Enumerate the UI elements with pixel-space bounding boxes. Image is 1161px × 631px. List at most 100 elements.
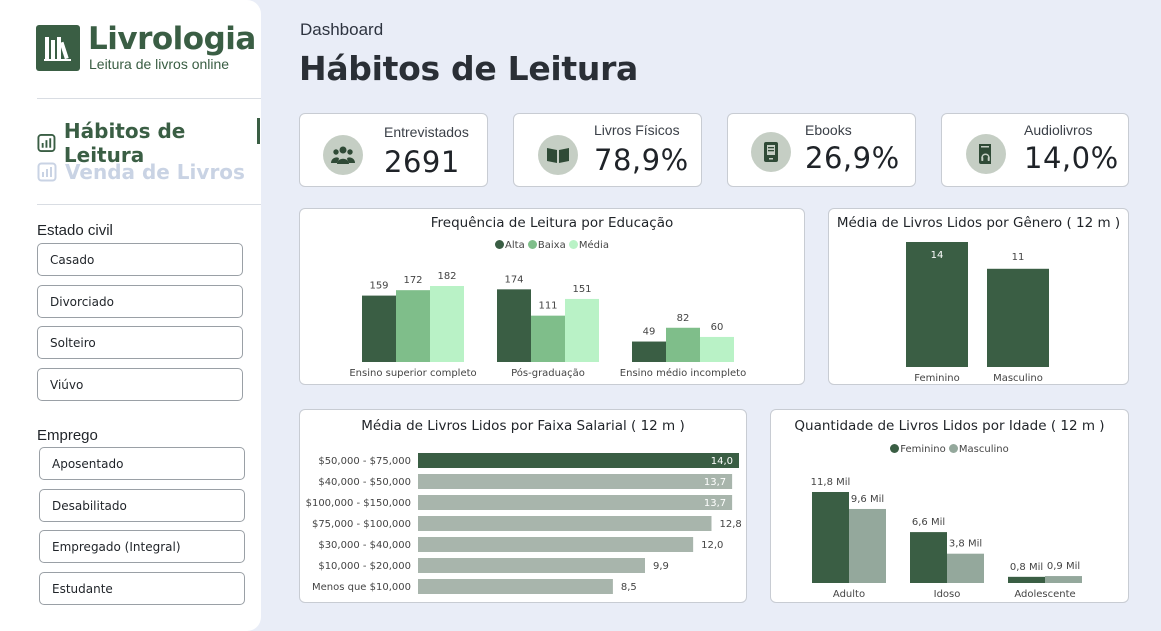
data-label: 14,0	[711, 456, 733, 467]
x-tick-label: Ensino superior completo	[349, 368, 476, 379]
bar	[418, 453, 739, 468]
slicer-option-empregado-integral[interactable]: Empregado (Integral)	[39, 530, 245, 563]
nav-label: Venda de Livros	[65, 160, 245, 184]
brand-name: Livrologia	[88, 21, 256, 57]
kpi-card-audiolivros: Audiolivros 14,0%	[941, 113, 1129, 187]
kpi-value: 2691	[384, 145, 460, 179]
kpi-card-livros-fisicos: Livros Físicos 78,9%	[513, 113, 702, 187]
x-tick-label: Adolescente	[1014, 589, 1075, 600]
x-tick-label: Idoso	[934, 589, 961, 600]
slicer-option-desabilitado[interactable]: Desabilitado	[39, 489, 245, 522]
legend-label: Alta	[505, 240, 525, 251]
chart-card-frequencia-educacao: Frequência de Leitura por Educação Alta …	[299, 208, 805, 385]
legend-marker	[948, 444, 958, 453]
slicer-option-casado[interactable]: Casado	[37, 243, 243, 276]
y-tick-label: $50,000 - $75,000	[318, 456, 411, 467]
nav-habitos-de-leitura[interactable]: Hábitos de Leitura	[37, 119, 261, 167]
data-label: 49	[643, 327, 656, 338]
kpi-label: Audiolivros	[1024, 122, 1093, 138]
data-label: 182	[437, 271, 456, 282]
open-book-icon	[538, 135, 578, 175]
data-label: 0,9 Mil	[1047, 561, 1080, 572]
x-tick-label: Masculino	[993, 373, 1043, 384]
chart-card-genero: Média de Livros Lidos por Gênero ( 12 m …	[828, 208, 1129, 385]
kpi-value: 14,0%	[1024, 141, 1119, 175]
bar	[418, 579, 613, 594]
kpi-value: 78,9%	[594, 143, 689, 177]
data-label: 13,7	[704, 477, 726, 488]
slicer-option-solteiro[interactable]: Solteiro	[37, 326, 243, 359]
books-logo-icon	[36, 25, 80, 71]
bar	[910, 532, 947, 583]
bar	[700, 336, 734, 362]
kpi-card-ebooks: Ebooks 26,9%	[727, 113, 916, 187]
x-tick-label: Pós-graduação	[511, 367, 585, 379]
x-tick-label: Feminino	[914, 373, 959, 384]
bar	[396, 290, 430, 362]
x-tick-label: Ensino médio incompleto	[620, 367, 746, 379]
bar	[987, 268, 1049, 367]
active-nav-indicator	[257, 118, 260, 144]
slicer-option-divorciado[interactable]: Divorciado	[37, 285, 243, 318]
bar	[418, 516, 712, 531]
data-label: 8,5	[621, 582, 637, 593]
brand-logo: Livrologia Leitura de livros online	[36, 24, 256, 72]
data-label: 159	[369, 281, 388, 292]
bar-chart-icon	[37, 134, 56, 152]
legend-label: Masculino	[958, 444, 1009, 455]
chart-genero: 14 Feminino 11 Masculino	[906, 242, 1049, 384]
bar	[418, 474, 733, 489]
y-tick-label: $30,000 - $40,000	[318, 540, 411, 551]
legend-label: Baixa	[537, 240, 566, 251]
legend-marker	[890, 444, 900, 453]
bar	[565, 298, 599, 362]
data-label: 60	[711, 322, 724, 333]
bar	[497, 289, 531, 362]
page-title: Hábitos de Leitura	[299, 49, 639, 88]
data-label: 111	[538, 301, 557, 312]
y-tick-label: $10,000 - $20,000	[318, 561, 411, 572]
kpi-label: Livros Físicos	[594, 122, 680, 138]
bar	[1008, 576, 1045, 583]
data-label: 9,9	[653, 561, 669, 572]
chart-title: Frequência de Leitura por Educação	[430, 215, 674, 231]
bar	[362, 295, 396, 362]
bar	[1045, 576, 1082, 583]
chart-frequencia-educacao: 159 172 182 Ensino superior completo 174 111 1…	[349, 271, 746, 379]
data-label: 11	[1012, 252, 1025, 263]
nav-venda-de-livros[interactable]: Venda de Livros	[37, 160, 245, 184]
filter-title-emprego: Emprego	[37, 427, 98, 444]
chart-card-idade: Quantidade de Livros Lidos por Idade ( 1…	[770, 409, 1129, 603]
y-tick-label: Menos que $10,000	[312, 582, 411, 593]
data-label: 12,8	[719, 519, 741, 530]
data-label: 151	[572, 284, 591, 295]
bar	[906, 242, 968, 367]
divider	[37, 204, 261, 205]
legend-marker	[495, 240, 505, 249]
data-label: 11,8 Mil	[811, 477, 851, 488]
y-tick-label: $40,000 - $50,000	[318, 477, 411, 488]
breadcrumb: Dashboard	[300, 20, 384, 39]
sidebar: Livrologia Leitura de livros online Hábi…	[0, 0, 261, 631]
bar	[531, 315, 565, 362]
data-label: 14	[931, 250, 944, 261]
kpi-label: Entrevistados	[384, 124, 469, 140]
data-label: 174	[504, 274, 523, 285]
data-label: 6,6 Mil	[912, 517, 945, 528]
data-label: 82	[677, 313, 690, 324]
audiobook-icon	[966, 134, 1006, 174]
y-tick-label: $100,000 - $150,000	[306, 498, 411, 509]
legend-marker	[527, 240, 537, 249]
nav-label: Hábitos de Leitura	[63, 119, 186, 167]
chart-faixa-salarial: $50,000 - $75,000 14,0 $40,000 - $50,000 13…	[306, 453, 742, 594]
slicer-option-estudante[interactable]: Estudante	[39, 572, 245, 605]
slicer-option-viuvo[interactable]: Viúvo	[37, 368, 243, 401]
chart-title: Quantidade de Livros Lidos por Idade ( 1…	[794, 418, 1105, 434]
data-label: 9,6 Mil	[851, 494, 884, 505]
bar	[947, 553, 984, 583]
chart-title: Média de Livros Lidos por Faixa Salarial…	[361, 418, 685, 434]
chart-legend: Alta Baixa Média	[300, 240, 804, 251]
legend-marker	[568, 240, 578, 249]
slicer-option-aposentado[interactable]: Aposentado	[39, 447, 245, 480]
